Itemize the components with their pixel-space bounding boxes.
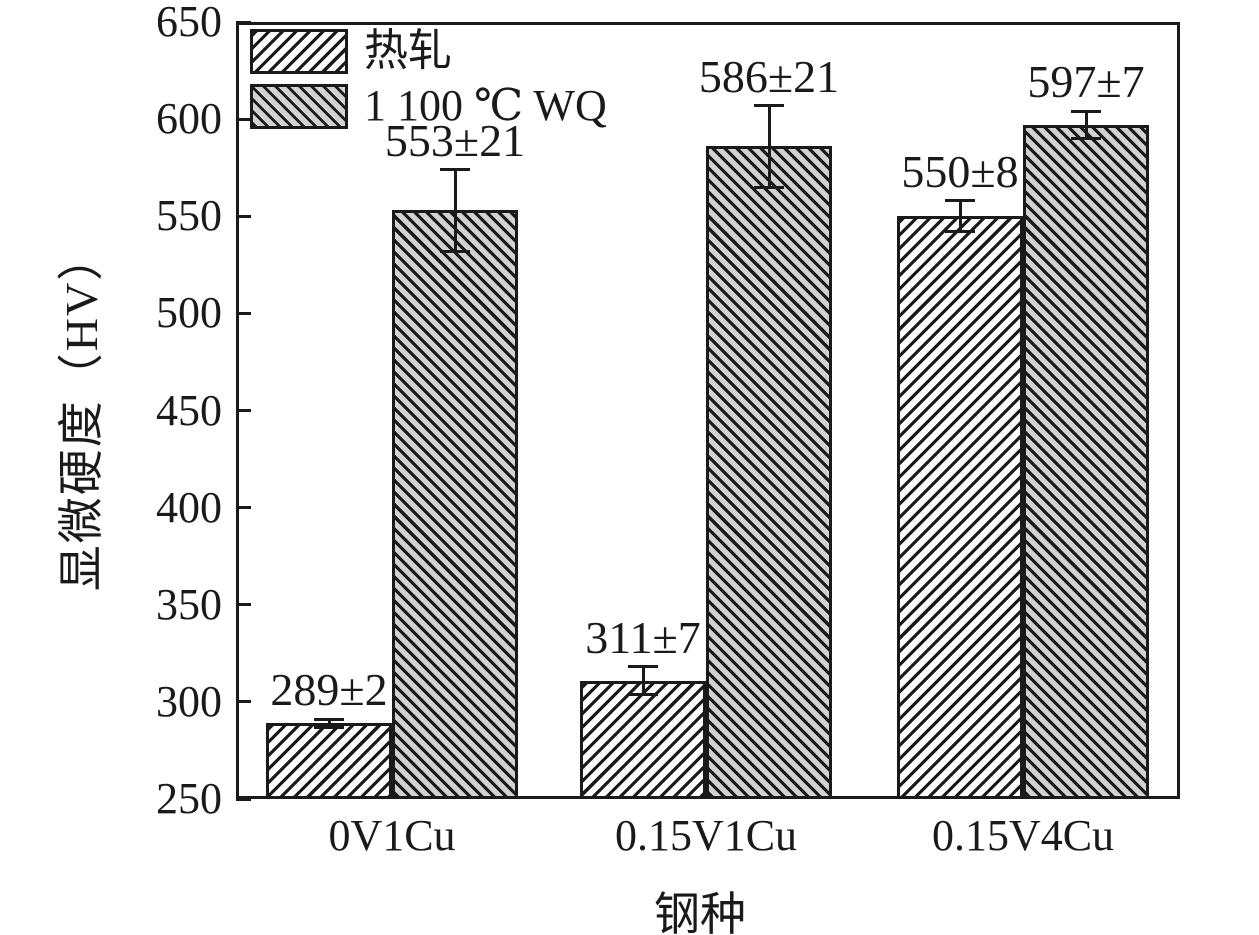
bar-wq-1100c-0V1Cu [392, 210, 518, 799]
legend-label-hot-rolled: 热轧 [364, 26, 452, 75]
y-tick-mark-350 [236, 603, 251, 607]
value-label-hot-rolled-0V1Cu: 289±2 [270, 664, 388, 716]
error-bar-cap-bottom-hot-rolled-0V1Cu [314, 725, 344, 729]
y-tick-label-500: 500 [156, 288, 222, 338]
x-tick-label-0.15V4Cu: 0.15V4Cu [931, 811, 1115, 860]
bar-hot-rolled-0.15V1Cu [580, 680, 706, 799]
y-tick-mark-450 [236, 409, 251, 412]
error-bar-cap-top-wq-1100c-0V1Cu [440, 168, 470, 172]
y-tick-mark-400 [236, 506, 251, 510]
x-tick-label-0V1Cu: 0V1Cu [328, 811, 456, 860]
error-bar-cap-top-hot-rolled-0.15V1Cu [628, 665, 658, 669]
legend-row-wq: 1 100 ℃ WQ [250, 82, 607, 130]
error-bar-cap-top-wq-1100c-0.15V4Cu [1071, 109, 1101, 113]
error-bar-hot-rolled-0.15V1Cu [641, 666, 645, 695]
value-label-hot-rolled-0.15V4Cu: 550±8 [901, 145, 1019, 197]
legend-swatch-wq-hatch [250, 83, 348, 129]
error-bar-wq-1100c-0V1Cu [453, 169, 457, 252]
error-bar-cap-top-hot-rolled-0.15V4Cu [945, 199, 975, 203]
y-tick-label-600: 600 [156, 94, 222, 144]
legend-label-wq: 1 100 ℃ WQ [364, 81, 607, 130]
legend-swatch-hot-rolled-hatch [250, 28, 348, 74]
error-bar-cap-bottom-wq-1100c-0.15V1Cu [754, 185, 784, 189]
error-bar-cap-bottom-hot-rolled-0.15V1Cu [628, 692, 658, 696]
bar-hot-rolled-0.15V4Cu [897, 216, 1023, 799]
error-bar-cap-top-hot-rolled-0V1Cu [314, 717, 344, 721]
bar-wq-1100c-0.15V1Cu [706, 146, 832, 799]
y-tick-label-300: 300 [156, 676, 222, 726]
error-bar-cap-bottom-hot-rolled-0.15V4Cu [945, 230, 975, 234]
x-tick-label-0.15V1Cu: 0.15V1Cu [614, 811, 798, 860]
error-bar-wq-1100c-0.15V1Cu [767, 105, 771, 188]
y-tick-label-550: 550 [156, 191, 222, 241]
y-tick-mark-550 [236, 214, 251, 218]
error-bar-cap-bottom-wq-1100c-0.15V4Cu [1071, 137, 1101, 141]
x-axis-title: 钢种 [654, 889, 746, 935]
y-tick-mark-600 [236, 117, 251, 121]
y-tick-label-400: 400 [156, 482, 222, 532]
legend: 热轧 1 100 ℃ WQ [250, 27, 607, 137]
value-label-wq-1100c-0.15V1Cu: 586±21 [698, 50, 840, 102]
bar-hot-rolled-0V1Cu [266, 723, 392, 799]
value-label-wq-1100c-0V1Cu: 553±21 [384, 114, 526, 166]
y-tick-mark-300 [236, 700, 251, 704]
value-label-hot-rolled-0.15V1Cu: 311±7 [585, 611, 701, 663]
y-tick-mark-650 [236, 20, 251, 24]
error-bar-wq-1100c-0.15V4Cu [1084, 111, 1088, 139]
error-bar-cap-top-wq-1100c-0.15V1Cu [754, 104, 784, 108]
y-tick-label-350: 350 [156, 579, 222, 629]
legend-row-hot-rolled: 热轧 [250, 27, 607, 75]
y-tick-label-650: 650 [156, 0, 222, 46]
plot-area: 热轧 1 100 ℃ WQ 289±2 311±7 550±8 553±21 586±2… [236, 20, 1180, 801]
value-label-wq-1100c-0.15V4Cu: 597±7 [1027, 56, 1145, 108]
error-bar-cap-bottom-wq-1100c-0V1Cu [440, 249, 470, 253]
bar-wq-1100c-0.15V4Cu [1023, 124, 1149, 799]
y-tick-mark-250 [236, 797, 251, 801]
error-bar-hot-rolled-0.15V4Cu [958, 200, 962, 232]
error-bar-hot-rolled-0V1Cu [327, 719, 331, 728]
y-tick-mark-500 [236, 311, 251, 315]
y-tick-label-250: 250 [156, 774, 222, 823]
y-tick-label-450: 450 [156, 385, 222, 435]
